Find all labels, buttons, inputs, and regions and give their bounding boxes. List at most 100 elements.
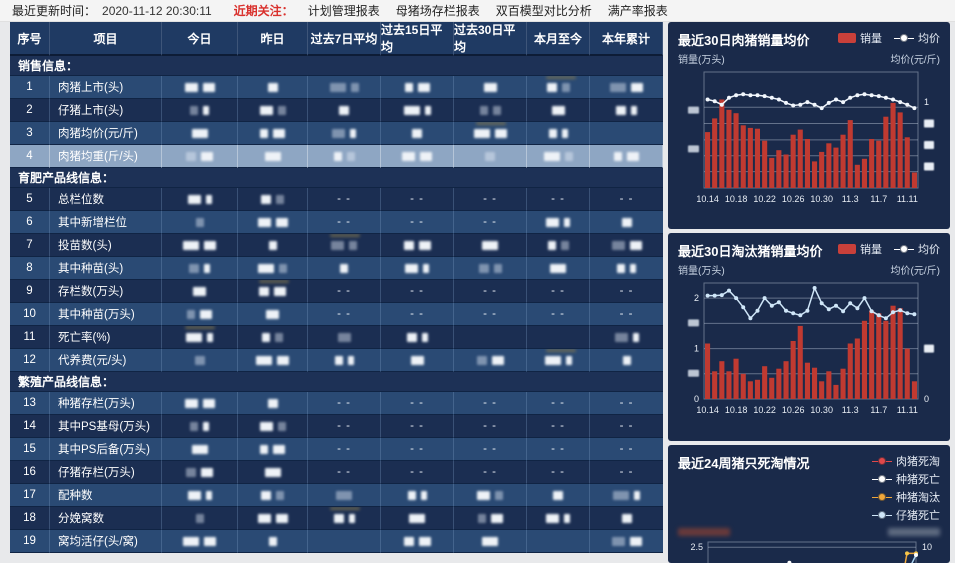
legend-item-0[interactable]: 销量: [838, 30, 882, 46]
column-header: 本月至今: [527, 22, 590, 56]
table-row-16[interactable]: 16 仔猪存栏(万头) - - - - - - - - - -: [10, 461, 663, 484]
table-row-11[interactable]: 11 死亡率(%): [10, 326, 663, 349]
svg-text:11.7: 11.7: [870, 405, 887, 415]
column-header: 昨日: [238, 22, 308, 56]
empty-value: - -: [551, 285, 565, 297]
redacted-value: [565, 355, 572, 365]
redacted-value: [183, 536, 199, 546]
empty-value: - -: [619, 466, 634, 478]
table-row-4[interactable]: 4 肉猪均重(斤/头): [10, 145, 663, 168]
redacted-value: [553, 490, 563, 500]
table-row-3[interactable]: 3 肉猪均价(元/斤): [10, 122, 663, 145]
legend-item-2[interactable]: 种猪淘汰: [872, 489, 940, 505]
row-label: 种猪存栏(万头): [50, 392, 162, 415]
last-updated-label: 最近更新时间：: [12, 4, 97, 18]
table-row-17[interactable]: 17 配种数: [10, 484, 663, 507]
table-row-5[interactable]: 5 总栏位数 - - - - - - - - - -: [10, 188, 663, 211]
table-cell: [308, 99, 381, 122]
column-header: 序号: [10, 22, 50, 56]
svg-text:2.5: 2.5: [690, 542, 703, 552]
table-cell: [590, 484, 663, 507]
table-row-6[interactable]: 6 其中新增栏位 - - - - - -: [10, 211, 663, 234]
row-number: 2: [10, 99, 50, 122]
table-row-13[interactable]: 13 种猪存栏(万头) - - - - - - - - - -: [10, 392, 663, 415]
table-cell: - -: [381, 438, 454, 461]
table-row-19[interactable]: 19 窝均活仔(头/窝): [10, 530, 663, 553]
column-header: 今日: [162, 22, 238, 56]
table-row-10[interactable]: 10 其中种苗(万头) - - - - - - - - - -: [10, 303, 663, 326]
table-cell: [238, 211, 308, 234]
redacted-value: [546, 513, 559, 523]
redacted-value: [201, 151, 213, 161]
legend-item-0[interactable]: 肉猪死淘: [872, 453, 940, 469]
table-cell: [527, 484, 590, 507]
table-row-15[interactable]: 15 其中PS后备(万头) - - - - - - - - - -: [10, 438, 663, 461]
legend-item-1[interactable]: 均价: [894, 30, 940, 46]
y-right-axis-label-redacted: [888, 528, 940, 536]
redacted-value: [548, 128, 557, 138]
legend-item-1[interactable]: 均价: [894, 241, 940, 257]
legend-label: 仔猪死亡: [896, 510, 940, 522]
redacted-value: [403, 536, 414, 546]
table-cell: [527, 349, 590, 372]
table-row-18[interactable]: 18 分娩窝数: [10, 507, 663, 530]
empty-value: - -: [619, 308, 634, 320]
legend-label: 销量: [860, 33, 882, 45]
redacted-value: [202, 82, 215, 92]
row-number: 6: [10, 211, 50, 234]
nav-link-0[interactable]: 计划管理报表: [307, 4, 380, 18]
redacted-value: [407, 490, 416, 500]
legend-item-1[interactable]: 种猪死亡: [872, 471, 940, 487]
table-row-8[interactable]: 8 其中种苗(头): [10, 257, 663, 280]
row-label: 其中新增栏位: [50, 211, 162, 234]
table-row-2[interactable]: 2 仔猪上市(头): [10, 99, 663, 122]
redacted-value: [547, 240, 556, 250]
table-row-14[interactable]: 14 其中PS基母(万头) - - - - - - - - - -: [10, 415, 663, 438]
redacted-value: [201, 467, 213, 477]
table-row-12[interactable]: 12 代养费(元/头): [10, 349, 663, 372]
nav-link-3[interactable]: 满产率报表: [607, 4, 668, 18]
legend-item-0[interactable]: 销量: [838, 241, 882, 257]
section-header-row: 销售信息：: [10, 56, 663, 76]
table-cell: [590, 145, 663, 168]
table-cell: [381, 122, 454, 145]
last-updated-time: 2020-11-12 20:30:11: [102, 3, 212, 18]
table-cell: [590, 122, 663, 145]
svg-text:10.14: 10.14: [696, 405, 719, 415]
redacted-value: [187, 490, 201, 500]
table-row-1[interactable]: 1 肉猪上市(头): [10, 76, 663, 99]
row-number: 12: [10, 349, 50, 372]
redacted-value: [260, 444, 268, 454]
empty-value: - -: [410, 216, 424, 228]
redacted-value: [350, 128, 356, 138]
nav-link-2[interactable]: 双百模型对比分析: [495, 4, 592, 18]
legend-item-3[interactable]: 仔猪死亡: [872, 507, 940, 523]
row-number: 5: [10, 188, 50, 211]
table-cell: [238, 438, 308, 461]
table-row-7[interactable]: 7 投苗数(头): [10, 234, 663, 257]
redacted-value: [334, 355, 343, 365]
table-cell: [162, 484, 238, 507]
legend-line-swatch-icon: [872, 456, 892, 466]
table-cell: - -: [527, 415, 590, 438]
row-label: 分娩窝数: [50, 507, 162, 530]
table-cell: - -: [454, 392, 527, 415]
redacted-value: [184, 82, 198, 92]
redacted-value: [561, 128, 568, 138]
table-cell: - -: [527, 188, 590, 211]
redacted-value: [483, 82, 497, 92]
redacted-value: [267, 398, 278, 408]
redacted-value: [264, 151, 281, 161]
redacted-value: [189, 263, 199, 273]
redacted-value: [259, 421, 273, 431]
table-cell: - -: [454, 303, 527, 326]
redacted-value: [420, 490, 427, 500]
table-cell: - -: [590, 303, 663, 326]
redacted-value: [186, 332, 202, 342]
redacted-value: [493, 263, 502, 273]
nav-link-1[interactable]: 母猪场存栏报表: [395, 4, 480, 18]
table-row-9[interactable]: 9 存栏数(万头) - - - - - - - - - -: [10, 280, 663, 303]
table-cell: [454, 484, 527, 507]
redacted-value: [564, 217, 570, 227]
